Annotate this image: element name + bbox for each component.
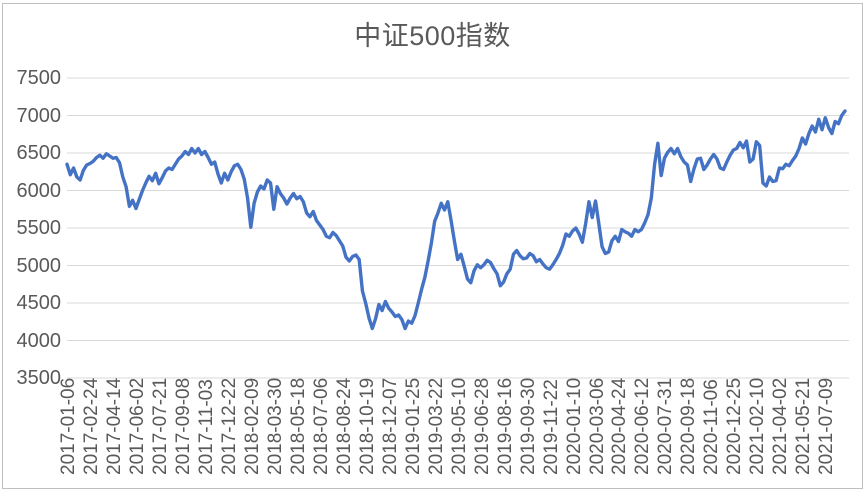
x-axis-label: 2017-02-24 <box>80 377 102 475</box>
x-axis-label: 2020-12-25 <box>724 377 746 475</box>
y-axis-label: 5000 <box>16 254 62 277</box>
x-axis-label: 2017-07-21 <box>149 377 171 475</box>
x-axis-label: 2021-02-10 <box>747 377 769 475</box>
x-axis-label: 2018-03-30 <box>264 377 286 475</box>
x-axis-label: 2020-06-12 <box>632 377 654 475</box>
x-axis-label: 2018-05-18 <box>287 377 309 475</box>
x-axis-label: 2018-12-07 <box>379 377 401 475</box>
x-axis-label: 2018-08-24 <box>333 377 355 475</box>
x-axis-label: 2021-05-21 <box>793 377 815 475</box>
y-axis-label: 6500 <box>16 142 62 164</box>
y-axis-label: 4500 <box>16 292 62 314</box>
chart-frame: 中证500指数 7500 7000 6500 6000 5500 5000 4500 4000… <box>2 3 863 489</box>
x-axis-label: 2018-10-19 <box>356 377 378 475</box>
x-axis-label: 2020-07-31 <box>655 377 677 475</box>
x-axis-label: 2020-09-18 <box>678 377 700 475</box>
x-axis-label: 2017-06-02 <box>126 377 148 475</box>
x-axis-label: 2020-03-06 <box>586 377 608 475</box>
x-axis-label: 2017-12-22 <box>218 377 240 475</box>
line-chart-plot <box>65 77 849 379</box>
x-axis-label: 2021-07-09 <box>816 377 838 475</box>
y-axis-label: 5500 <box>16 217 62 239</box>
x-axis-label: 2020-01-10 <box>563 377 585 475</box>
x-axis-label: 2017-09-08 <box>172 377 194 475</box>
x-axis-label: 2019-03-22 <box>425 377 447 475</box>
series-line-csi500-index <box>65 109 847 331</box>
x-axis-label: 2021-04-02 <box>770 377 792 475</box>
y-axis-label: 3500 <box>16 367 62 389</box>
x-axis-label: 2019-01-25 <box>402 377 424 475</box>
x-axis-label: 2019-05-10 <box>448 377 470 475</box>
x-axis-label: 2018-02-09 <box>241 377 263 475</box>
y-axis-label: 6000 <box>16 179 62 202</box>
x-axis-label: 2019-08-16 <box>494 377 516 475</box>
x-axis-label: 2019-06-28 <box>471 377 493 475</box>
y-axis-label: 4000 <box>16 329 62 352</box>
x-axis-label: 2020-11-06 <box>701 379 723 475</box>
x-axis-label: 2019-11-22 <box>540 379 562 475</box>
x-axis-label: 2019-09-30 <box>517 377 539 475</box>
x-axis-label: 2018-07-06 <box>310 377 332 475</box>
x-axis-label: 2017-11-03 <box>195 379 217 475</box>
x-axis-label: 2017-01-06 <box>58 377 79 475</box>
y-axis-label: 7500 <box>16 67 62 89</box>
y-axis-label: 7000 <box>16 104 62 127</box>
gridlines <box>67 77 849 379</box>
x-axis-label: 2017-04-14 <box>103 377 125 475</box>
x-axis-label: 2020-04-24 <box>609 377 631 475</box>
chart-title: 中证500指数 <box>354 21 511 51</box>
